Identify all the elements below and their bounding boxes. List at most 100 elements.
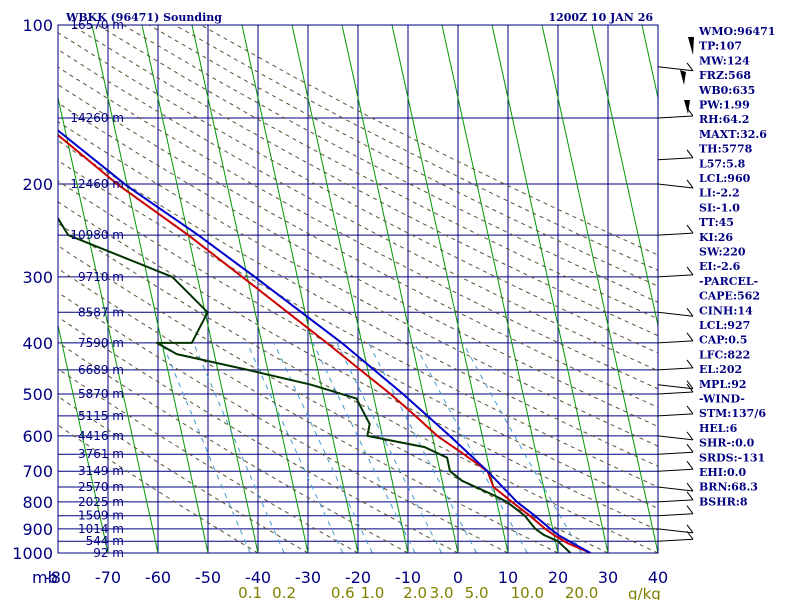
height-label: 10980 m (70, 228, 124, 242)
mixing-ratio-line (246, 342, 344, 553)
index-line: BRN:68.3 (699, 481, 758, 494)
height-label: 8587 m (78, 305, 124, 319)
temp-tick-label: -40 (245, 568, 271, 587)
index-line: CINH:14 (699, 304, 753, 317)
index-line: LCL:960 (699, 172, 751, 185)
temp-tick-label: -10 (395, 568, 421, 587)
temp-tick-label: -30 (295, 568, 321, 587)
index-line: LFC:822 (699, 348, 750, 361)
dry-adiabat (148, 25, 658, 287)
wind-barb-feather (686, 491, 694, 501)
temp-tick-label: 10 (498, 568, 518, 587)
dry-adiabat (122, 25, 658, 303)
wind-barb-staff (657, 232, 694, 236)
height-label: 9710 m (78, 270, 124, 284)
wind-barb-feather (686, 405, 694, 415)
pressure-label-400: 400 (22, 334, 53, 353)
chart-title: WBKK (96471) Sounding (65, 11, 222, 24)
index-line: EL:202 (699, 363, 742, 376)
wind-barb-feather (686, 431, 694, 441)
index-line: SI:-1.0 (699, 201, 740, 214)
mixing-ratio-line (312, 342, 416, 553)
wind-barb-staff (657, 435, 694, 441)
index-line: PW:1.99 (699, 99, 750, 112)
wind-barb-feather (686, 443, 694, 453)
temp-tick-label: -20 (345, 568, 371, 587)
index-line: SW:220 (699, 246, 746, 259)
wind-barb-feather (686, 149, 694, 159)
isotherm (191, 25, 309, 553)
mixing-ratio-label: 3.0 (430, 584, 454, 600)
index-line: -WIND- (699, 393, 745, 406)
dry-adiabat (58, 316, 459, 553)
height-label: 12460 m (70, 177, 124, 191)
index-line: L57:5.8 (699, 157, 746, 170)
height-label: 1509 m (78, 509, 124, 523)
plot-frame (57, 24, 659, 554)
index-line: TH:5778 (699, 143, 753, 156)
index-line: SHR-:0.0 (699, 437, 755, 450)
dry-adiabat (97, 25, 658, 320)
wind-barbs (657, 37, 694, 542)
mixing-unit-label: g/kg (628, 585, 661, 600)
isotherm (241, 25, 359, 553)
dewpoint-profile (58, 216, 572, 553)
height-label: 7590 m (78, 336, 124, 350)
isotherm (291, 25, 409, 553)
parcel-profile (58, 129, 591, 553)
temp-tick-label: -70 (95, 568, 121, 587)
index-line: BSHR:8 (699, 495, 748, 508)
mixing-ratio-label: 10.0 (511, 584, 544, 600)
wind-barb-staff (657, 157, 694, 161)
mixing-ratio-label: 0.1 (238, 584, 262, 600)
mixing-ratio-label: 0.6 (331, 584, 355, 600)
wind-barb-staff (657, 513, 694, 517)
index-line: HEL:6 (699, 422, 738, 435)
height-label: 5870 m (78, 387, 124, 401)
profiles-layer (58, 129, 591, 553)
height-label: 4416 m (78, 429, 124, 443)
dry-adiabat (58, 268, 559, 553)
index-line: TT:45 (699, 216, 734, 229)
wind-barb-staff (657, 451, 694, 455)
mixing-ratio-line (193, 342, 285, 553)
height-label: 16570 m (70, 18, 124, 32)
mixing-ratio-line (336, 342, 443, 553)
wind-barb-staff (657, 384, 694, 390)
mixing-ratio-line (368, 342, 478, 553)
index-line: LCL:927 (699, 319, 750, 332)
wind-barb-feather (686, 332, 694, 342)
wind-barb-feather (686, 524, 694, 534)
mixing-ratio-line (273, 342, 373, 553)
temp-tick-label: 20 (548, 568, 568, 587)
mixing-ratio-line (413, 342, 528, 553)
index-line: SRDS:-131 (699, 451, 765, 464)
temp-tick-label: 0 (453, 568, 463, 587)
wind-barb-staff (657, 391, 694, 395)
wind-barb-staff (657, 367, 694, 371)
height-label: 1014 m (78, 522, 124, 536)
wind-barb-feather (686, 460, 694, 470)
wind-barb-staff (657, 486, 694, 492)
height-label: 6689 m (78, 363, 124, 377)
index-line: RH:64.2 (699, 113, 749, 126)
height-label: 2025 m (78, 495, 124, 509)
dry-adiabat (58, 222, 658, 553)
index-line: MAXT:32.6 (699, 128, 767, 141)
isotherm (58, 323, 109, 553)
height-label: 3761 m (78, 447, 124, 461)
wind-barb-staff (657, 311, 694, 317)
mixing-ratio-label: 2.0 (403, 584, 427, 600)
wind-barb-staff (657, 468, 694, 472)
index-line: CAP:0.5 (699, 334, 747, 347)
temp-tick-label: 40 (648, 568, 668, 587)
temperature-profile (58, 133, 591, 553)
isotherm (391, 25, 509, 553)
wind-barb-feather (686, 359, 694, 369)
mixing-ratio-label: 5.0 (465, 584, 489, 600)
pressure-label-500: 500 (22, 385, 53, 404)
temp-tick-label: -80 (45, 568, 71, 587)
